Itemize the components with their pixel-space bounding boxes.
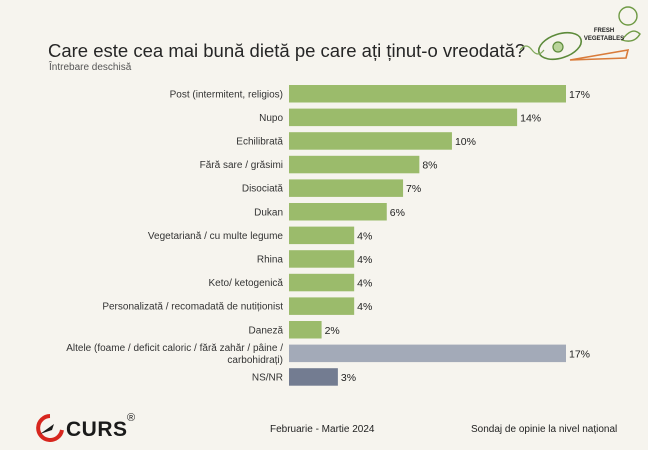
- category-label-12: NS/NR: [252, 372, 283, 383]
- category-label-3: Fără sare / grăsimi: [200, 160, 283, 171]
- category-label-8: Keto/ ketogenică: [209, 278, 284, 289]
- vegetables-illustration: FRESH VEGETABLES: [519, 6, 641, 61]
- tomato-shape: [618, 6, 638, 26]
- category-label-11: Altele (foame / deficit caloric / fără z…: [66, 343, 283, 366]
- avocado-seed: [552, 41, 564, 53]
- bar-6: [289, 226, 355, 245]
- bar-9: [289, 297, 355, 315]
- category-label-5: Dukan: [254, 207, 283, 218]
- fresh-label: FRESH: [594, 28, 614, 34]
- bar-5: [289, 203, 387, 221]
- category-label-1: Nupo: [259, 113, 283, 124]
- curs-logo-mark: [36, 414, 64, 442]
- value-label-2: 10%: [455, 136, 476, 148]
- leaf-shape: [620, 30, 641, 42]
- avocado-shape: [537, 31, 583, 61]
- category-label-6: Vegetariană / cu multe legume: [148, 231, 284, 242]
- value-label-10: 2%: [325, 325, 340, 337]
- value-label-5: 6%: [390, 207, 405, 219]
- squiggle-line: [519, 45, 545, 55]
- category-label-9: Personalizată / recomadată de nutiționis…: [102, 302, 283, 313]
- chart-subtitle: Întrebare deschisă: [49, 62, 132, 73]
- bar-4: [289, 179, 404, 197]
- carrot-shape: [569, 49, 630, 61]
- bar-chart: Post (intermitent, religios) 17% Nupo 14% Ec…: [66, 85, 590, 386]
- bar-1: [289, 108, 518, 127]
- chart-title: Care este cea mai bună dietă pe care ați…: [48, 40, 526, 61]
- category-label-4: Disociată: [242, 184, 284, 195]
- value-label-1: 14%: [520, 112, 541, 124]
- value-label-4: 7%: [406, 183, 421, 195]
- bar-11: [289, 344, 566, 363]
- value-label-7: 4%: [357, 254, 372, 266]
- bar-8: [289, 273, 355, 292]
- bar-2: [289, 132, 452, 150]
- category-label-2: Echilibrată: [236, 136, 283, 147]
- registered-mark: ®: [127, 412, 136, 424]
- category-label-7: Rhina: [257, 254, 284, 265]
- bar-0: [289, 85, 566, 103]
- value-label-6: 4%: [357, 230, 372, 242]
- survey-date: Februarie - Martie 2024: [270, 424, 375, 435]
- value-label-12: 3%: [341, 372, 356, 384]
- survey-source: Sondaj de opinie la nivel național: [471, 424, 618, 435]
- value-label-9: 4%: [357, 301, 372, 313]
- bar-7: [289, 250, 355, 268]
- value-label-11: 17%: [569, 348, 590, 360]
- value-label-8: 4%: [357, 278, 372, 290]
- value-label-3: 8%: [422, 160, 437, 172]
- curs-logo-text: CURS: [66, 418, 128, 441]
- vegetables-label: VEGETABLES: [584, 36, 624, 42]
- bar-3: [289, 155, 420, 174]
- value-label-0: 17%: [569, 89, 590, 101]
- bar-10: [289, 321, 322, 339]
- category-label-0: Post (intermitent, religios): [170, 89, 283, 100]
- bar-12: [289, 368, 338, 386]
- category-label-10: Daneză: [249, 325, 284, 336]
